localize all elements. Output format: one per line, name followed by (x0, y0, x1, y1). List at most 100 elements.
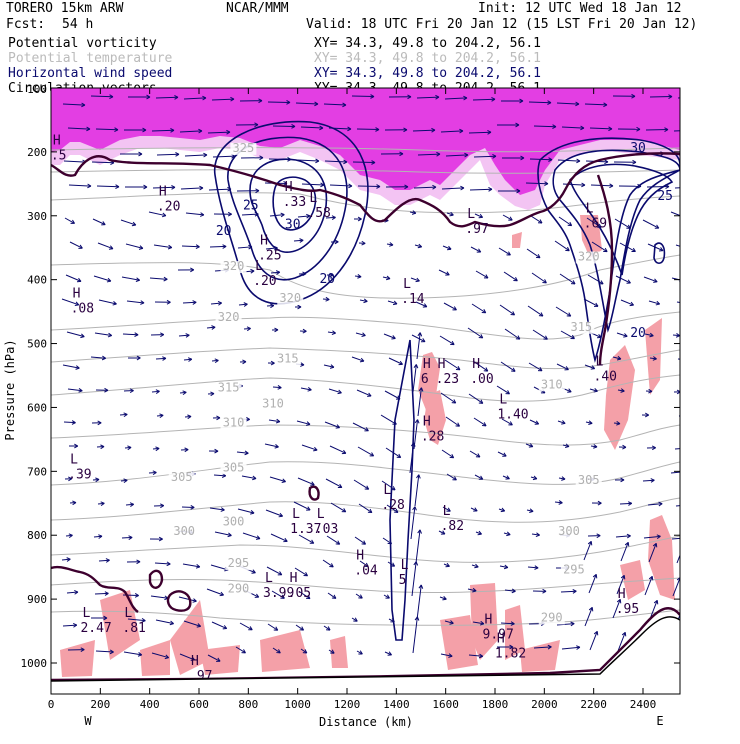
x-tick-label: 1800 (482, 698, 509, 711)
circulation-vector (526, 183, 548, 184)
x-tick-label: 2200 (580, 698, 607, 711)
extremum-value: .08 (71, 302, 94, 317)
circulation-vector (210, 246, 226, 247)
extremum-letter: L (255, 259, 263, 274)
field-name-pv: Potential vorticity (8, 36, 157, 51)
x-tick-label: 0 (48, 698, 55, 711)
theta-label: 305 (171, 470, 193, 484)
x-tick-label: 1400 (383, 698, 410, 711)
x-tick-label: 800 (238, 698, 258, 711)
extremum-value: .23 (436, 372, 459, 387)
extremum-value: .28 (381, 498, 404, 513)
extremum-letter: L (383, 483, 391, 498)
y-tick-label: 600 (27, 401, 47, 414)
east-label: E (656, 714, 663, 728)
y-axis-title: Pressure (hPa) (3, 339, 17, 440)
extremum-letter: L (596, 354, 604, 369)
extremum-letter: H (159, 184, 167, 199)
field-xy-theta: XY= 34.3, 49.8 to 204.2, 56.1 (314, 51, 541, 66)
forecast-hour: 54 h (62, 17, 93, 32)
extremum-value: 1.82 (495, 647, 526, 662)
y-tick-label: 1000 (21, 657, 48, 670)
wind-contour-label: 20 (630, 326, 646, 341)
circulation-vector-head (680, 357, 684, 361)
extremum-value: 5 (399, 573, 407, 588)
theta-label: 305 (223, 460, 245, 474)
circulation-vector (358, 186, 380, 187)
wind-contour-label: 25 (243, 198, 259, 213)
extremum-letter: H (472, 357, 480, 372)
theta-label: 305 (578, 473, 600, 487)
y-tick-label: 800 (27, 529, 47, 542)
extremum-value: .14 (401, 292, 425, 307)
org-label: NCAR/MMM (226, 1, 289, 16)
circulation-vector (157, 154, 179, 155)
field-name-theta: Potential temperature (8, 51, 173, 66)
theta-label: 310 (223, 416, 245, 430)
extremum-letter: H (485, 612, 493, 627)
wind-contour-label: 20 (216, 224, 232, 239)
theta-label: 310 (541, 377, 563, 391)
circulation-vector (152, 130, 174, 131)
extremum-value: .00 (470, 372, 493, 387)
theta-label: 300 (223, 515, 245, 529)
x-tick-label: 1000 (284, 698, 311, 711)
extremum-letter: H (73, 287, 81, 302)
extremum-letter: L (443, 504, 451, 519)
extremum-letter: H (618, 587, 626, 602)
forecast-label: Fcst: (6, 17, 45, 32)
extremum-letter: H (423, 357, 431, 372)
extremum-value: .20 (157, 199, 180, 214)
init-time: Init: 12 UTC Wed 18 Jan 12 (478, 1, 682, 16)
extremum-letter: H (423, 414, 431, 429)
x-tick-label: 200 (90, 698, 110, 711)
theta-label: 325 (233, 141, 255, 155)
circulation-vector-head (692, 128, 696, 132)
theta-label: 300 (173, 524, 195, 538)
extremum-letter: L (586, 202, 594, 217)
y-tick-label-top: 100 (27, 83, 47, 96)
circulation-vector-head (681, 470, 685, 474)
y-tick-label: 900 (27, 593, 47, 606)
extremum-value: .5 (51, 148, 67, 163)
extremum-value: .95 (616, 602, 639, 617)
y-tick-label: 500 (27, 338, 47, 351)
extremum-value: .33 (283, 195, 306, 210)
field-name-wind: Horizontal wind speed (8, 66, 172, 81)
x-axis-title: Distance (km) (319, 715, 413, 729)
circulation-vector (678, 97, 700, 98)
circulation-vector-head (686, 536, 690, 540)
extremum-value: 6 (421, 372, 429, 387)
extremum-value: .20 (253, 274, 276, 289)
extremum-letter: H (53, 133, 61, 148)
circulation-vector-head (697, 152, 701, 156)
extremum-letter: H (290, 571, 298, 586)
circulation-vector (183, 302, 196, 303)
extremum-value: 2.47 (80, 621, 111, 636)
circulation-vector (529, 102, 551, 103)
y-tick-label: 300 (27, 210, 47, 223)
wind-contour-label: 30 (285, 218, 301, 233)
theta-label: 295 (563, 563, 585, 577)
extremum-value: .97 (465, 222, 488, 237)
x-tick-label: 1600 (432, 698, 459, 711)
extremum-letter: L (265, 571, 273, 586)
circulation-vector-head (684, 414, 688, 418)
extremum-value: .39 (68, 468, 91, 483)
theta-label: 320 (218, 310, 240, 324)
y-tick-label: 700 (27, 465, 47, 478)
extremum-letter: H (191, 654, 199, 669)
extremum-letter: L (467, 207, 475, 222)
theta-label: 310 (262, 396, 284, 410)
model-title: TORERO 15km ARW (6, 1, 124, 16)
circulation-vector (352, 96, 374, 97)
extremum-value: .28 (421, 429, 444, 444)
y-tick-label: 200 (27, 146, 47, 159)
circulation-vector (123, 595, 139, 596)
circulation-vector-head (693, 185, 697, 189)
circulation-vector-head (682, 601, 686, 605)
extremum-letter: L (401, 558, 409, 573)
